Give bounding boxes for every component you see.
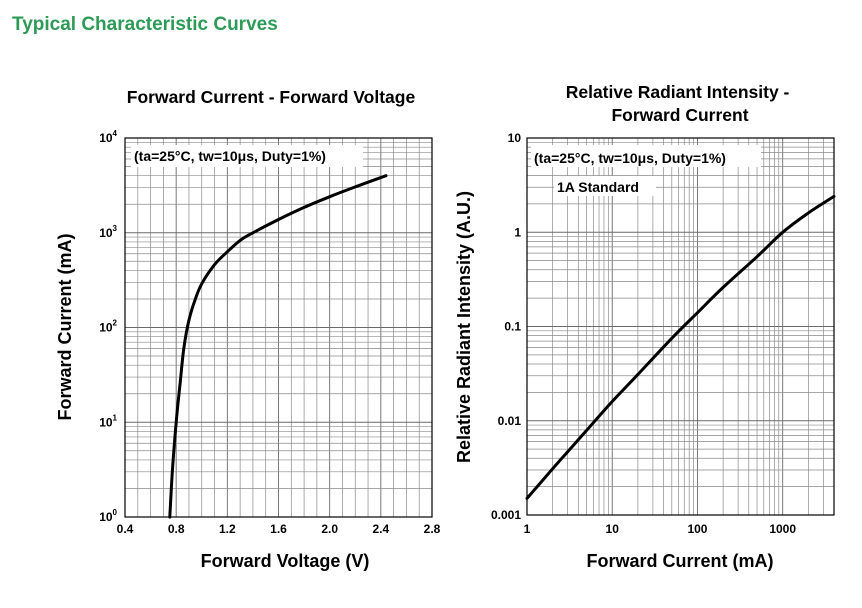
chart2-xlabel: Forward Current (mA) xyxy=(586,551,773,571)
chart1-ytick-label: 104 xyxy=(99,129,117,145)
chart-forward-voltage: Forward Current - Forward Voltage 0.4 0.8… xyxy=(55,87,441,571)
chart1-xlabel: Forward Voltage (V) xyxy=(201,551,370,571)
chart1-xtick-label: 2.4 xyxy=(372,522,389,536)
chart1-xtick-label: 1.2 xyxy=(219,522,236,536)
chart1-ytick-label: 100 xyxy=(99,508,117,524)
chart1-xtick-label: 2.8 xyxy=(424,522,441,536)
chart1-ytick-label: 103 xyxy=(99,224,117,240)
chart1-y-ticks: 100 101 102 103 104 xyxy=(99,129,117,524)
chart1-xtick-label: 2.0 xyxy=(321,522,338,536)
chart2-ytick-label: 10 xyxy=(508,131,522,145)
chart2-ytick-label: 0.1 xyxy=(504,320,521,334)
chart1-annotation-bg xyxy=(131,145,363,167)
chart1-ylabel: Forward Current (mA) xyxy=(55,233,75,420)
chart2-x-ticks: 1 10 100 1000 xyxy=(524,522,797,536)
chart2-annotation-bg xyxy=(531,145,761,167)
chart2-annotation: (ta=25°C, tw=10μs, Duty=1%) xyxy=(534,150,726,166)
chart1-annotation: (ta=25°C, tw=10μs, Duty=1%) xyxy=(134,148,326,164)
chart2-xtick-label: 10 xyxy=(606,522,620,536)
chart1-ytick-label: 101 xyxy=(99,413,117,429)
chart2-annotation2: 1A Standard xyxy=(557,179,639,195)
chart2-frame xyxy=(526,137,835,516)
chart1-grid xyxy=(124,138,433,518)
chart2-xtick-label: 1 xyxy=(524,522,531,536)
chart2-ytick-label: 1 xyxy=(514,225,521,239)
page-title: Typical Characteristic Curves xyxy=(12,14,278,35)
chart2-grid xyxy=(526,138,835,516)
chart1-xtick-label: 1.6 xyxy=(270,522,287,536)
chart2-xtick-label: 100 xyxy=(687,522,707,536)
chart1-title: Forward Current - Forward Voltage xyxy=(127,87,416,107)
chart1-series-line xyxy=(168,174,388,519)
chart2-ylabel: Relative Radiant Intensity (A.U.) xyxy=(454,191,474,463)
chart-radiant-intensity: Relative Radiant Intensity - Forward Cur… xyxy=(454,82,836,571)
chart2-series-line xyxy=(525,194,836,500)
chart1-frame xyxy=(124,137,433,518)
chart2-ytick-label: 0.001 xyxy=(491,508,521,522)
chart2-y-ticks: 0.001 0.01 0.1 1 10 xyxy=(491,131,521,522)
chart1-x-ticks: 0.4 0.8 1.2 1.6 2.0 2.4 2.8 xyxy=(117,522,441,536)
chart2-xtick-label: 1000 xyxy=(769,522,796,536)
chart2-annotation2-bg xyxy=(554,176,656,196)
chart1-ytick-label: 102 xyxy=(99,319,117,335)
chart2-title: Relative Radiant Intensity - Forward Cur… xyxy=(566,82,795,125)
chart1-xtick-label: 0.8 xyxy=(168,522,185,536)
chart2-ytick-label: 0.01 xyxy=(498,414,522,428)
chart1-xtick-label: 0.4 xyxy=(117,522,134,536)
